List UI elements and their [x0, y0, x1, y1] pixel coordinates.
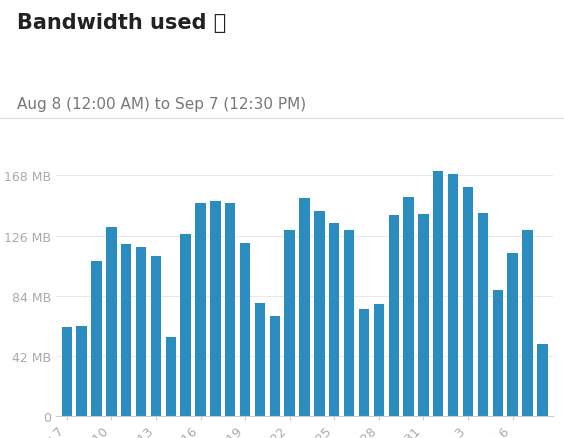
Bar [463, 187, 473, 416]
Bar [433, 172, 443, 416]
Text: Aug 8 (12:00 AM) to Sep 7 (12:30 PM): Aug 8 (12:00 AM) to Sep 7 (12:30 PM) [17, 96, 306, 111]
Bar [389, 216, 399, 416]
Bar [478, 213, 488, 416]
Bar [299, 199, 310, 416]
Bar [106, 227, 117, 416]
Bar [329, 223, 340, 416]
Bar [270, 316, 280, 416]
Bar [314, 212, 325, 416]
Bar [403, 198, 414, 416]
Bar [210, 202, 221, 416]
Bar [180, 235, 191, 416]
Bar [225, 203, 235, 416]
Bar [418, 215, 429, 416]
Bar [61, 328, 72, 416]
Bar [136, 247, 146, 416]
Bar [359, 309, 369, 416]
Bar [284, 230, 295, 416]
Bar [374, 304, 384, 416]
Bar [508, 253, 518, 416]
Bar [121, 244, 131, 416]
Bar [166, 338, 176, 416]
Bar [255, 303, 265, 416]
Bar [448, 175, 459, 416]
Bar [195, 203, 206, 416]
Bar [151, 256, 161, 416]
Bar [492, 290, 503, 416]
Bar [344, 230, 354, 416]
Bar [91, 262, 102, 416]
Bar [77, 326, 87, 416]
Bar [240, 243, 250, 416]
Text: Bandwidth used ⓘ: Bandwidth used ⓘ [17, 13, 226, 33]
Bar [537, 345, 548, 416]
Bar [522, 230, 532, 416]
